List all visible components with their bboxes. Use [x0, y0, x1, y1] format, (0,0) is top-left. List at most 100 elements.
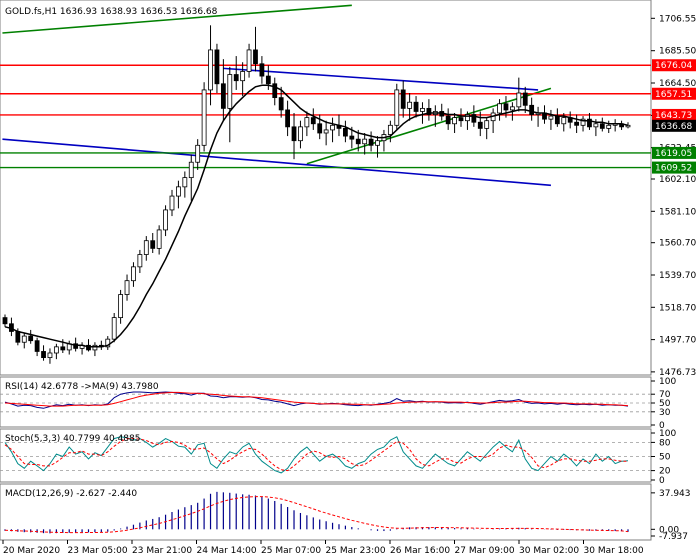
x-tick-label: 27 Mar 09:00	[455, 546, 515, 556]
x-tick-label: 25 Mar 07:00	[261, 546, 321, 556]
candle-body	[599, 123, 605, 129]
candle-body	[330, 124, 335, 131]
candle-body	[53, 346, 59, 354]
y-tick-label: 1685.50	[659, 47, 696, 57]
y-tick-label: 100	[659, 429, 676, 439]
main-line	[4, 436, 629, 474]
candle-body	[246, 49, 252, 72]
candle-body	[188, 161, 194, 179]
candle-body	[28, 335, 34, 342]
signal-line	[4, 391, 629, 407]
x-tick-label: 23 Mar 21:00	[132, 546, 192, 556]
candle-body	[86, 344, 91, 351]
candle-body	[163, 209, 168, 231]
candle-body	[195, 144, 201, 163]
stochastic-pane: Stoch(5,3,3) 40.7799 40.4885	[0, 428, 652, 483]
candle-body	[375, 140, 380, 146]
level-tag	[652, 161, 696, 174]
trendline	[223, 67, 539, 91]
candle-body	[561, 117, 567, 125]
y-tick-label: 37.943	[659, 489, 691, 499]
candle-body	[606, 124, 612, 129]
candle-body	[516, 92, 522, 108]
candle-body	[176, 186, 181, 197]
y-tick-label: 70	[659, 390, 671, 400]
candle-body	[143, 240, 149, 255]
y-tick-label: 1581.10	[659, 207, 696, 217]
candle-body	[343, 127, 348, 137]
candle-body	[73, 343, 79, 349]
candle-body	[452, 117, 457, 125]
y-tick-label: 1560.70	[659, 239, 696, 249]
candle-body	[259, 63, 265, 77]
candle-body	[400, 89, 406, 109]
candle-body	[323, 129, 329, 134]
trendline	[2, 4, 352, 34]
candle-body	[41, 351, 46, 359]
candle-body	[310, 117, 316, 125]
candle-body	[208, 49, 213, 91]
level-tag-label: 1676.04	[655, 61, 692, 71]
candle-body	[131, 266, 136, 282]
rsi-title: RSI(14) 42.6778 ->MA(9) 43.7980	[5, 382, 159, 392]
y-tick-label: 1497.70	[659, 336, 696, 346]
y-tick-label: 20	[659, 467, 671, 477]
candle-body	[34, 340, 40, 352]
level-tag	[652, 119, 696, 132]
y-tick-label: 30	[659, 408, 671, 418]
candle-body	[291, 126, 297, 142]
price-pane-title: GOLD.fs,H1 1636.93 1638.93 1636.53 1636.…	[5, 7, 218, 17]
y-tick-label: 50	[659, 399, 671, 409]
candle-body	[420, 107, 425, 112]
stochastic-title: Stoch(5,3,3) 40.7799 40.4885	[5, 434, 140, 444]
y-tick-label: 0	[659, 421, 665, 431]
candle-body	[253, 49, 258, 65]
level-tag	[652, 146, 696, 159]
candle-body	[227, 74, 233, 109]
candle-body	[407, 101, 413, 109]
x-tick-label: 23 Mar 05:00	[68, 546, 128, 556]
candle-body	[60, 346, 66, 351]
candle-body	[349, 135, 355, 140]
candle-body	[529, 104, 535, 115]
candle-body	[477, 121, 483, 129]
price-pane: GOLD.fs,H1 1636.93 1638.93 1636.53 1636.…	[0, 0, 652, 376]
candle-body	[201, 89, 207, 146]
candle-body	[182, 177, 188, 188]
candle-body	[240, 71, 246, 82]
level-tag-label: 1619.05	[655, 149, 692, 159]
candle-body	[413, 101, 419, 112]
candle-body	[304, 117, 310, 128]
signal-line	[4, 438, 628, 472]
candle-body	[150, 240, 156, 249]
level-tag-label: 1643.73	[655, 111, 692, 121]
candle-body	[272, 83, 278, 99]
trendline	[306, 87, 552, 165]
candle-body	[509, 106, 515, 111]
y-tick-label: 80	[659, 438, 671, 448]
level-tag	[652, 108, 696, 121]
candle-body	[2, 317, 8, 325]
candle-body	[574, 121, 580, 126]
y-tick-label: 1539.70	[659, 271, 696, 281]
x-tick-label: 25 Mar 23:00	[326, 546, 386, 556]
moving-average-line	[4, 84, 629, 348]
candle-body	[445, 115, 451, 125]
candle-body	[458, 117, 464, 122]
level-tag	[652, 59, 696, 72]
candle-body	[394, 89, 400, 126]
candle-body	[298, 126, 303, 142]
candle-body	[554, 115, 560, 125]
x-tick-label: 30 Mar 02:00	[519, 546, 579, 556]
candle-body	[111, 317, 117, 340]
candle-body	[317, 123, 323, 134]
y-tick-label: 1518.70	[659, 303, 696, 313]
x-tick-label: 26 Mar 16:00	[390, 546, 450, 556]
candle-body	[580, 118, 586, 126]
x-tick-label: 20 Mar 2020	[3, 546, 60, 556]
candle-body	[497, 103, 502, 114]
rsi-pane: RSI(14) 42.6778 ->MA(9) 43.7980	[0, 376, 652, 428]
y-tick-label: 0	[659, 476, 665, 486]
